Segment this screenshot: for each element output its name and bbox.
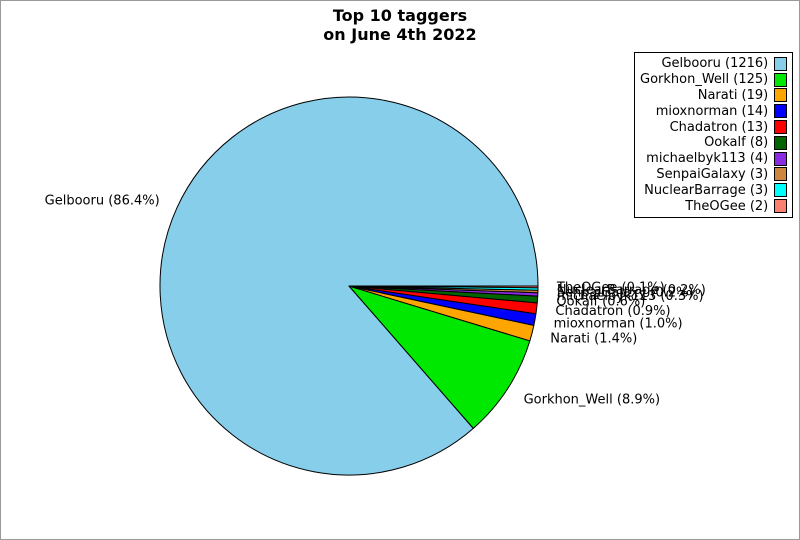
legend-swatch <box>774 88 788 103</box>
legend-label: Narati (19) <box>697 87 769 103</box>
legend-item-SenpaiGalaxy: SenpaiGalaxy (3) <box>640 166 788 183</box>
legend-swatch <box>774 151 788 166</box>
legend-swatch <box>774 120 788 135</box>
legend: Gelbooru (1216) Gorkhon_Well (125) Narati … <box>634 52 794 218</box>
legend-label: michaelbyk113 (4) <box>646 151 769 167</box>
legend-label: Gorkhon_Well (125) <box>640 72 769 88</box>
legend-label: Chadatron (13) <box>669 119 769 135</box>
legend-item-michaelbyk113: michaelbyk113 (4) <box>640 151 788 167</box>
slice-label-SenpaiGalaxy: SenpaiGalaxy (0.2%) <box>557 286 694 301</box>
legend-label: NuclearBarrage (3) <box>644 182 769 198</box>
legend-item-Chadatron: Chadatron (13) <box>640 119 788 135</box>
legend-swatch <box>774 56 788 71</box>
slice-label-Ookalf: Ookalf (0.6%) <box>556 294 645 309</box>
legend-label: TheOGee (2) <box>685 198 769 214</box>
legend-swatch <box>774 183 788 198</box>
legend-item-Gelbooru: Gelbooru (1216) <box>640 56 788 72</box>
legend-item-mioxnorman: mioxnorman (14) <box>640 103 788 119</box>
legend-item-NuclearBarrage: NuclearBarrage (3) <box>640 182 788 198</box>
slice-label-NuclearBarrage: NuclearBarrage (0.2%) <box>557 283 706 298</box>
slice-label-TheOGee: TheOGee (0.1%) <box>556 280 665 295</box>
legend-swatch <box>774 135 788 150</box>
legend-item-TheOGee: TheOGee (2) <box>640 198 788 214</box>
legend-swatch <box>774 199 788 214</box>
legend-item-Ookalf: Ookalf (8) <box>640 135 788 151</box>
legend-swatch <box>774 104 788 119</box>
slice-label-Gelbooru: Gelbooru (86.4%) <box>45 194 160 209</box>
slice-label-Gorkhon_Well: Gorkhon_Well (8.9%) <box>524 392 660 407</box>
legend-item-Gorkhon_Well: Gorkhon_Well (125) <box>640 72 788 88</box>
slice-label-mioxnorman: mioxnorman (1.0%) <box>554 316 683 331</box>
legend-label: Gelbooru (1216) <box>661 56 769 72</box>
slice-label-michaelbyk113: michaelbyk113 (0.3%) <box>557 289 704 304</box>
slice-label-Chadatron: Chadatron (0.9%) <box>555 304 670 319</box>
pie-slice-Gorkhon_Well <box>348 285 531 429</box>
legend-label: mioxnorman (14) <box>655 103 769 119</box>
slice-label-Narati: Narati (1.4%) <box>550 331 637 346</box>
legend-label: Ookalf (8) <box>704 135 769 151</box>
chart-title: Top 10 taggers on June 4th 2022 <box>323 6 477 44</box>
legend-swatch <box>774 72 788 87</box>
legend-item-Narati: Narati (19) <box>640 87 788 104</box>
legend-label: SenpaiGalaxy (3) <box>656 166 769 182</box>
pie-slice-TheOGee <box>348 285 539 289</box>
legend-swatch <box>774 167 788 182</box>
